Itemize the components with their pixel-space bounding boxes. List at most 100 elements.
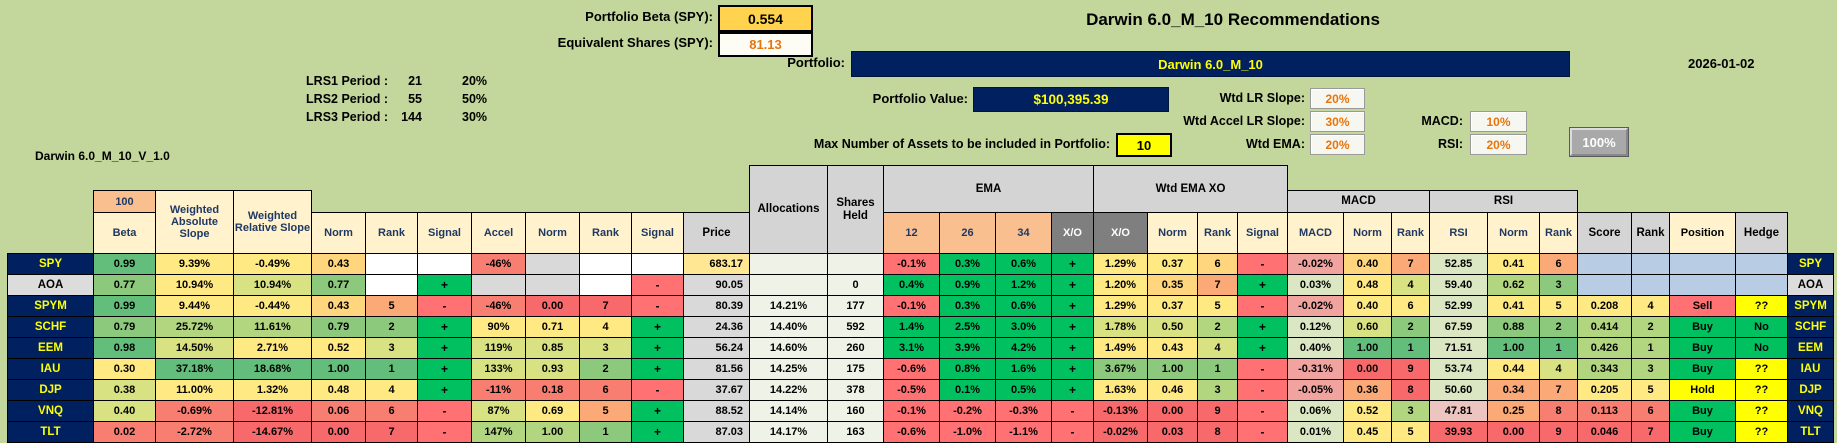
cell-SPYM-score-rank[interactable]: 4 — [1631, 295, 1670, 317]
cell-DJP-allocation[interactable]: 14.22% — [749, 379, 828, 401]
cell-SPY-accel-signal[interactable] — [631, 253, 684, 275]
cell-SCHF-allocation[interactable]: 14.40% — [749, 316, 828, 338]
cell-TLT-accel-rank[interactable]: 1 — [579, 421, 632, 443]
cell-SPY-wtd-xo-rank[interactable]: 6 — [1197, 253, 1238, 275]
cell-AOA-accel-rank[interactable] — [579, 274, 632, 296]
cell-EEM-lrs-signal[interactable]: + — [417, 337, 472, 359]
cell-AOA-shares-held[interactable]: 0 — [827, 274, 884, 296]
cell-SPY-wtd-xo-signal[interactable]: - — [1237, 253, 1288, 275]
cell-VNQ-accel-rank[interactable]: 5 — [579, 400, 632, 422]
cell-SCHF-beta[interactable]: 0.79 — [93, 316, 156, 338]
cell-SCHF-position[interactable]: Buy — [1669, 316, 1736, 338]
cell-SPYM-shares-held[interactable]: 177 — [827, 295, 884, 317]
cell-AOA-lrs-signal[interactable]: + — [417, 274, 472, 296]
cell-TLT-wtd-xo[interactable]: -0.02% — [1093, 421, 1148, 443]
cell-AOA-wtd-xo[interactable]: 1.20% — [1093, 274, 1148, 296]
cell-SPY-beta[interactable]: 0.99 — [93, 253, 156, 275]
cell-SCHF-lrs-norm[interactable]: 0.79 — [311, 316, 366, 338]
cell-DJP-price[interactable]: 37.67 — [683, 379, 750, 401]
cell-VNQ-macd[interactable]: 0.06% — [1287, 400, 1344, 422]
cell-SPY-position[interactable] — [1669, 253, 1736, 275]
cell-DJP-accel-signal[interactable]: - — [631, 379, 684, 401]
lrs1-weight[interactable]: 20% — [462, 74, 488, 88]
cell-SPYM-accel-rank[interactable]: 7 — [579, 295, 632, 317]
cell-EEM-wtd-xo-signal[interactable]: + — [1237, 337, 1288, 359]
cell-EEM-shares-held[interactable]: 260 — [827, 337, 884, 359]
cell-VNQ-beta[interactable]: 0.40 — [93, 400, 156, 422]
cell-AOA-price[interactable]: 90.05 — [683, 274, 750, 296]
cell-EEM-rsi[interactable]: 71.51 — [1429, 337, 1488, 359]
ticker-cell-left-SPY[interactable]: SPY — [7, 253, 94, 275]
cell-IAU-wtd-xo-norm[interactable]: 1.00 — [1147, 358, 1198, 380]
cell-IAU-price[interactable]: 81.56 — [683, 358, 750, 380]
cell-IAU-score[interactable]: 0.343 — [1577, 358, 1632, 380]
cell-TLT-wtd-xo-signal[interactable]: - — [1237, 421, 1288, 443]
rsi-weight-value[interactable]: 20% — [1470, 134, 1527, 155]
cell-EEM-position[interactable]: Buy — [1669, 337, 1736, 359]
cell-AOA-wtd-abs-slope[interactable]: 10.94% — [155, 274, 234, 296]
cell-TLT-allocation[interactable]: 14.17% — [749, 421, 828, 443]
cell-EEM-ema-xo[interactable]: + — [1051, 337, 1094, 359]
cell-SCHF-wtd-abs-slope[interactable]: 25.72% — [155, 316, 234, 338]
ticker-cell-right-AOA[interactable]: AOA — [1787, 274, 1834, 296]
cell-AOA-score-rank[interactable] — [1631, 274, 1670, 296]
cell-DJP-shares-held[interactable]: 378 — [827, 379, 884, 401]
cell-DJP-wtd-xo-signal[interactable]: - — [1237, 379, 1288, 401]
cell-SCHF-score-rank[interactable]: 2 — [1631, 316, 1670, 338]
cell-DJP-hedge[interactable]: ?? — [1735, 379, 1788, 401]
cell-SPY-accel[interactable]: -46% — [471, 253, 526, 275]
cell-DJP-macd[interactable]: -0.05% — [1287, 379, 1344, 401]
cell-EEM-macd-rank[interactable]: 1 — [1391, 337, 1430, 359]
cell-VNQ-accel-signal[interactable]: + — [631, 400, 684, 422]
equivalent-shares-value[interactable]: 81.13 — [718, 32, 813, 57]
cell-TLT-score[interactable]: 0.046 — [1577, 421, 1632, 443]
cell-TLT-rsi-norm[interactable]: 0.00 — [1487, 421, 1540, 443]
cell-SPYM-rsi-rank[interactable]: 5 — [1539, 295, 1578, 317]
cell-AOA-allocation[interactable] — [749, 274, 828, 296]
cell-IAU-wtd-xo-rank[interactable]: 1 — [1197, 358, 1238, 380]
cell-VNQ-score[interactable]: 0.113 — [1577, 400, 1632, 422]
cell-DJP-ema26[interactable]: 0.1% — [939, 379, 996, 401]
cell-SCHF-lrs-rank[interactable]: 2 — [365, 316, 418, 338]
cell-VNQ-wtd-rel-slope[interactable]: -12.81% — [233, 400, 312, 422]
max-assets-value[interactable]: 10 — [1116, 133, 1172, 157]
lrs1-period[interactable]: 21 — [408, 74, 422, 88]
lrs3-period[interactable]: 144 — [401, 110, 422, 124]
cell-AOA-lrs-rank[interactable] — [365, 274, 418, 296]
cell-AOA-accel-norm[interactable] — [525, 274, 580, 296]
cell-SCHF-rsi-rank[interactable]: 2 — [1539, 316, 1578, 338]
cell-SPYM-price[interactable]: 80.39 — [683, 295, 750, 317]
cell-IAU-ema26[interactable]: 0.8% — [939, 358, 996, 380]
cell-SCHF-ema12[interactable]: 1.4% — [883, 316, 940, 338]
cell-EEM-score[interactable]: 0.426 — [1577, 337, 1632, 359]
cell-SPY-shares-held[interactable] — [827, 253, 884, 275]
cell-VNQ-hedge[interactable]: ?? — [1735, 400, 1788, 422]
cell-SPYM-rsi[interactable]: 52.99 — [1429, 295, 1488, 317]
cell-SCHF-wtd-rel-slope[interactable]: 11.61% — [233, 316, 312, 338]
cell-SPYM-lrs-rank[interactable]: 5 — [365, 295, 418, 317]
cell-SPY-hedge[interactable] — [1735, 253, 1788, 275]
cell-IAU-accel-signal[interactable]: + — [631, 358, 684, 380]
cell-DJP-wtd-xo-norm[interactable]: 0.46 — [1147, 379, 1198, 401]
cell-SCHF-shares-held[interactable]: 592 — [827, 316, 884, 338]
cell-TLT-ema12[interactable]: -0.6% — [883, 421, 940, 443]
cell-SCHF-accel-norm[interactable]: 0.71 — [525, 316, 580, 338]
cell-DJP-ema12[interactable]: -0.5% — [883, 379, 940, 401]
cell-SPYM-wtd-abs-slope[interactable]: 9.44% — [155, 295, 234, 317]
cell-SPY-lrs-signal[interactable] — [417, 253, 472, 275]
cell-VNQ-macd-rank[interactable]: 3 — [1391, 400, 1430, 422]
cell-AOA-wtd-xo-norm[interactable]: 0.35 — [1147, 274, 1198, 296]
cell-TLT-ema26[interactable]: -1.0% — [939, 421, 996, 443]
cell-EEM-wtd-xo-rank[interactable]: 4 — [1197, 337, 1238, 359]
cell-IAU-lrs-rank[interactable]: 1 — [365, 358, 418, 380]
cell-SPYM-allocation[interactable]: 14.21% — [749, 295, 828, 317]
cell-DJP-rsi-rank[interactable]: 7 — [1539, 379, 1578, 401]
cell-SPYM-ema34[interactable]: 0.6% — [995, 295, 1052, 317]
cell-VNQ-rsi-norm[interactable]: 0.25 — [1487, 400, 1540, 422]
cell-VNQ-wtd-abs-slope[interactable]: -0.69% — [155, 400, 234, 422]
cell-IAU-accel-rank[interactable]: 2 — [579, 358, 632, 380]
wtd-ema-value[interactable]: 20% — [1310, 134, 1365, 155]
cell-DJP-ema-xo[interactable]: + — [1051, 379, 1094, 401]
cell-EEM-lrs-rank[interactable]: 3 — [365, 337, 418, 359]
cell-AOA-rsi[interactable]: 59.40 — [1429, 274, 1488, 296]
